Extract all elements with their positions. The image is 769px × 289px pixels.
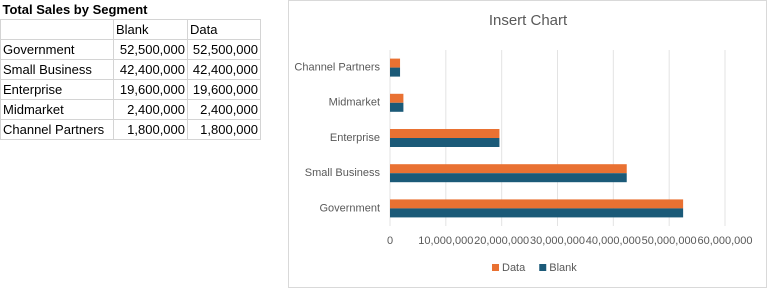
chart-frame bbox=[288, 0, 767, 288]
chart-title: Insert Chart bbox=[489, 12, 568, 29]
table-cell: Small Business bbox=[0, 59, 114, 80]
x-tick-label: 30,000,000 bbox=[530, 235, 585, 247]
header-cell: Data bbox=[187, 19, 261, 40]
table-cell: Midmarket bbox=[0, 99, 114, 120]
table-cell: 2,400,000 bbox=[113, 99, 188, 120]
y-tick-label: Government bbox=[319, 202, 380, 214]
x-tick-label: 40,000,000 bbox=[586, 235, 641, 247]
table-cell: 1,800,000 bbox=[113, 119, 188, 140]
table-row: Midmarket 2,400,000 2,400,000 bbox=[0, 99, 261, 120]
table-cell: 19,600,000 bbox=[187, 79, 261, 100]
table-cell: 1,800,000 bbox=[187, 119, 261, 140]
table-cell: 52,500,000 bbox=[113, 39, 188, 60]
table-cell: 42,400,000 bbox=[113, 59, 188, 80]
bar bbox=[390, 67, 401, 77]
data-table: Total Sales by Segment Blank Data Govern… bbox=[0, 0, 261, 140]
table-cell: Government bbox=[0, 39, 114, 60]
bar bbox=[390, 129, 500, 138]
x-tick-label: 20,000,000 bbox=[474, 235, 529, 247]
table-title: Total Sales by Segment bbox=[2, 2, 148, 17]
bar bbox=[390, 208, 684, 218]
y-tick-label: Midmarket bbox=[329, 97, 380, 109]
y-tick-label: Small Business bbox=[305, 167, 381, 179]
table-cell: 52,500,000 bbox=[187, 39, 261, 60]
table-cell: Enterprise bbox=[0, 79, 114, 100]
table-cell: Channel Partners bbox=[0, 119, 114, 140]
bar bbox=[390, 164, 627, 174]
table-cell: 42,400,000 bbox=[187, 59, 261, 80]
table-cell: 2,400,000 bbox=[187, 99, 261, 120]
bar bbox=[390, 199, 684, 209]
x-tick-label: 60,000,000 bbox=[697, 235, 752, 247]
header-row: Blank Data bbox=[0, 19, 261, 40]
bar bbox=[390, 58, 401, 68]
header-cell bbox=[0, 19, 114, 40]
header-cell: Blank bbox=[113, 19, 188, 40]
bar bbox=[390, 173, 627, 183]
bar bbox=[390, 93, 404, 103]
bar bbox=[390, 102, 404, 112]
table-row: Government 52,500,000 52,500,000 bbox=[0, 39, 261, 60]
y-tick-label: Channel Partners bbox=[294, 62, 380, 74]
chart: Insert Chart 0 10,000,000 20,000,000 30,000… bbox=[288, 0, 767, 288]
bar bbox=[390, 138, 500, 147]
table-row: Small Business 42,400,000 42,400,000 bbox=[0, 59, 261, 80]
table-cell: 19,600,000 bbox=[113, 79, 188, 100]
x-tick-label: 50,000,000 bbox=[642, 235, 697, 247]
table-row: Enterprise 19,600,000 19,600,000 bbox=[0, 79, 261, 100]
legend-swatch bbox=[539, 264, 547, 271]
table-row: Channel Partners 1,800,000 1,800,000 bbox=[0, 119, 261, 140]
legend-label: Data bbox=[502, 262, 526, 274]
x-tick-label: 10,000,000 bbox=[418, 235, 473, 247]
y-tick-label: Enterprise bbox=[330, 132, 380, 144]
x-tick-label: 0 bbox=[387, 235, 393, 247]
legend-swatch bbox=[492, 264, 499, 271]
legend-label: Blank bbox=[549, 262, 577, 274]
title-row: Total Sales by Segment bbox=[1, 0, 261, 20]
